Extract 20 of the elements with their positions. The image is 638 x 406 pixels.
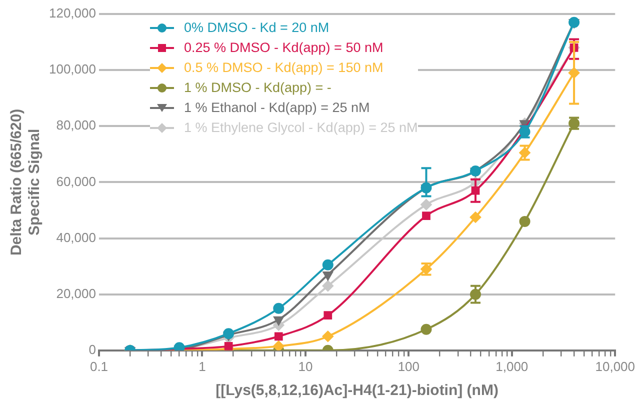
legend-label: 0% DMSO - Kd = 20 nM [184, 19, 330, 37]
x-tick-label: 10 [298, 358, 313, 374]
x-tick-label: 1 [198, 358, 206, 374]
y-tick-label: 100,000 [48, 62, 96, 77]
x-tick-label: 1,000 [496, 358, 528, 374]
y-tick-label: 80,000 [56, 118, 96, 133]
legend-label: 1 % Ethanol - Kd(app) = 25 nM [184, 99, 370, 117]
x-tick-label: 100 [398, 358, 420, 374]
y-tick-label: 120,000 [48, 6, 96, 21]
x-tick-label: 0.1 [90, 358, 108, 374]
y-tick-label: 0 [88, 342, 96, 357]
y-tick-label: 60,000 [56, 174, 96, 189]
x-axis-title: [[Lys(5,8,12,16)Ac]-H4(1-21)-biotin] (nM) [216, 382, 498, 400]
legend-label: 1 % DMSO - Kd(app) = - [184, 79, 332, 97]
legend-label: 0.25 % DMSO - Kd(app) = 50 nM [184, 39, 384, 57]
x-tick-label: 10,000 [595, 358, 635, 374]
y-tick-label: 20,000 [56, 286, 96, 301]
legend-label: 0.5 % DMSO - Kd(app) = 150 nM [184, 59, 384, 77]
y-axis-title: Delta Ratio (665/620) Specific Signal [8, 108, 44, 256]
y-tick-label: 40,000 [56, 230, 96, 245]
